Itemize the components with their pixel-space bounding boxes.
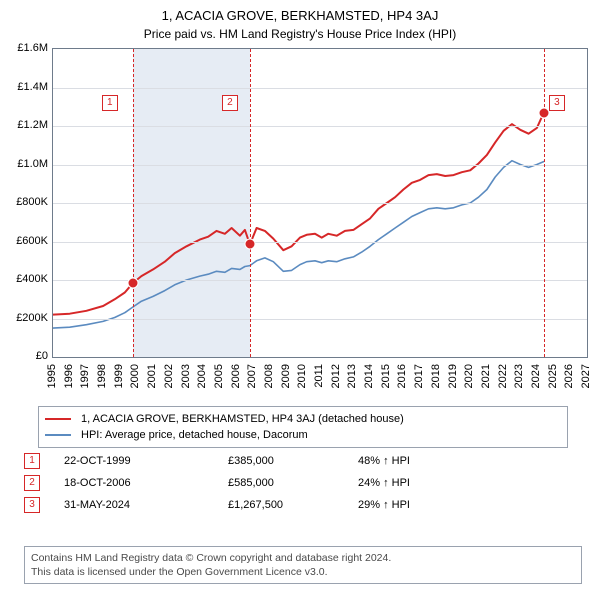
chart-area: 1 2 3 £0 £200K £400K £600K £800K £1.0M £1.2M £1.4…	[6, 48, 594, 398]
plot-area: 1 2 3	[52, 48, 588, 358]
x-tick-label: 2016	[396, 364, 408, 388]
x-tick-label: 2015	[380, 364, 392, 388]
legend-label: 1, ACACIA GROVE, BERKHAMSTED, HP4 3AJ (d…	[81, 413, 404, 425]
legend-swatch	[45, 418, 71, 420]
x-tick-label: 1995	[46, 364, 58, 388]
x-tick-label: 2020	[463, 364, 475, 388]
event-marker	[244, 239, 255, 250]
event-badge: 2	[24, 475, 40, 491]
event-badge: 3	[24, 497, 40, 513]
x-tick-label: 2006	[230, 364, 242, 388]
chart-subtitle: Price paid vs. HM Land Registry's House …	[0, 23, 600, 41]
x-tick-label: 1997	[79, 364, 91, 388]
x-tick-label: 2027	[580, 364, 592, 388]
y-tick-label: £200K	[4, 312, 48, 324]
y-tick-label: £400K	[4, 273, 48, 285]
x-tick-label: 2004	[196, 364, 208, 388]
x-tick-label: 1996	[63, 364, 75, 388]
x-tick-label: 2019	[447, 364, 459, 388]
event-price: £1,267,500	[228, 499, 358, 511]
x-tick-label: 2002	[163, 364, 175, 388]
event-badge: 1	[24, 453, 40, 469]
series-price_paid	[53, 113, 544, 315]
event-vline	[250, 49, 251, 357]
x-tick-label: 2005	[213, 364, 225, 388]
event-row: 3 31-MAY-2024£1,267,50029% ↑ HPI	[24, 494, 582, 516]
chart-title: 1, ACACIA GROVE, BERKHAMSTED, HP4 3AJ	[0, 0, 600, 23]
x-tick-label: 1999	[113, 364, 125, 388]
legend-item: 1, ACACIA GROVE, BERKHAMSTED, HP4 3AJ (d…	[45, 411, 561, 427]
x-tick-label: 2008	[263, 364, 275, 388]
legend-label: HPI: Average price, detached house, Daco…	[81, 429, 308, 441]
x-tick-label: 2024	[530, 364, 542, 388]
credits-line: This data is licensed under the Open Gov…	[31, 565, 575, 579]
y-tick-label: £1.4M	[4, 81, 48, 93]
series-hpi	[53, 161, 544, 328]
event-price: £585,000	[228, 477, 358, 489]
legend-item: HPI: Average price, detached house, Daco…	[45, 427, 561, 443]
legend-box: 1, ACACIA GROVE, BERKHAMSTED, HP4 3AJ (d…	[38, 406, 568, 448]
x-tick-label: 2003	[180, 364, 192, 388]
legend-swatch	[45, 434, 71, 436]
event-delta: 24% ↑ HPI	[358, 477, 582, 489]
x-tick-label: 2012	[330, 364, 342, 388]
x-tick-label: 2017	[413, 364, 425, 388]
x-tick-label: 2000	[129, 364, 141, 388]
y-tick-label: £1.0M	[4, 158, 48, 170]
event-row: 2 18-OCT-2006£585,00024% ↑ HPI	[24, 472, 582, 494]
y-tick-label: £1.6M	[4, 42, 48, 54]
event-delta: 29% ↑ HPI	[358, 499, 582, 511]
y-tick-label: £600K	[4, 235, 48, 247]
x-tick-label: 2022	[497, 364, 509, 388]
event-vline	[133, 49, 134, 357]
y-tick-label: £0	[4, 350, 48, 362]
event-marker	[538, 108, 549, 119]
event-delta: 48% ↑ HPI	[358, 455, 582, 467]
credits-line: Contains HM Land Registry data © Crown c…	[31, 551, 575, 565]
x-tick-label: 2018	[430, 364, 442, 388]
x-tick-label: 2026	[563, 364, 575, 388]
y-tick-label: £1.2M	[4, 119, 48, 131]
x-tick-label: 2023	[513, 364, 525, 388]
event-marker-label: 2	[222, 95, 238, 111]
event-marker-label: 3	[549, 95, 565, 111]
event-row: 1 22-OCT-1999£385,00048% ↑ HPI	[24, 450, 582, 472]
event-date: 31-MAY-2024	[64, 499, 228, 511]
x-tick-label: 2009	[280, 364, 292, 388]
x-tick-label: 2001	[146, 364, 158, 388]
x-tick-label: 2010	[296, 364, 308, 388]
event-vline	[544, 49, 545, 357]
x-tick-label: 2007	[246, 364, 258, 388]
x-tick-label: 2025	[547, 364, 559, 388]
event-marker-label: 1	[102, 95, 118, 111]
x-tick-label: 2014	[363, 364, 375, 388]
x-tick-label: 1998	[96, 364, 108, 388]
event-price: £385,000	[228, 455, 358, 467]
event-marker	[128, 277, 139, 288]
x-tick-label: 2021	[480, 364, 492, 388]
y-tick-label: £800K	[4, 196, 48, 208]
events-table: 1 22-OCT-1999£385,00048% ↑ HPI 2 18-OCT-200…	[24, 450, 582, 516]
x-tick-label: 2013	[346, 364, 358, 388]
credits-box: Contains HM Land Registry data © Crown c…	[24, 546, 582, 584]
event-date: 18-OCT-2006	[64, 477, 228, 489]
x-tick-label: 2011	[313, 364, 325, 388]
event-date: 22-OCT-1999	[64, 455, 228, 467]
